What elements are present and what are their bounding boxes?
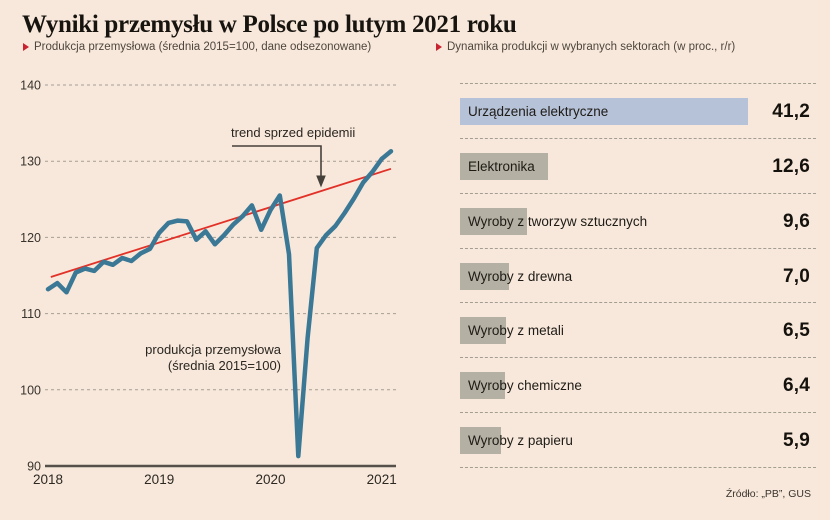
page-title: Wyniki przemysłu w Polsce po lutym 2021 … — [22, 11, 517, 38]
bar-row: Elektronika 12,6 — [460, 137, 816, 193]
left-chart-subtitle-label: Produkcja przemysłowa (średnia 2015=100,… — [34, 41, 372, 53]
y-tick-label: 130 — [20, 155, 41, 169]
x-tick-label: 2018 — [33, 472, 63, 487]
production-series-line — [45, 149, 394, 459]
bar — [460, 152, 549, 180]
bar-label: Wyroby z tworzyw sztucznych — [468, 213, 648, 229]
bar-row: Wyroby chemiczne 6,4 — [460, 357, 816, 412]
bar — [460, 207, 528, 235]
bar-value: 6,4 — [782, 375, 810, 397]
bar — [460, 317, 506, 345]
bar-value: 6,5 — [782, 320, 810, 342]
bar-value: 5,9 — [782, 430, 810, 452]
x-tick-label: 2021 — [367, 472, 397, 487]
bar — [460, 372, 505, 400]
bar-value: 9,6 — [782, 210, 810, 232]
bar-row: Wyroby z drewna 7,0 — [460, 247, 816, 303]
bar-value: 12,6 — [772, 155, 810, 177]
bar-row: Urządzenia elektryczne 41,2 — [460, 83, 816, 138]
bar — [460, 262, 509, 290]
bar-label: Elektronika — [468, 158, 535, 174]
bar-label: Wyroby z papieru — [468, 433, 573, 449]
bar — [460, 98, 749, 125]
series-label-line2: (średnia 2015=100) — [167, 357, 281, 373]
y-tick-label: 110 — [21, 307, 41, 321]
bar-label: Wyroby z metali — [468, 323, 564, 339]
bar-label: Wyroby chemiczne — [468, 378, 582, 394]
y-tick-label: 140 — [20, 79, 41, 93]
bar-row: Wyroby z tworzyw sztucznych 9,6 — [460, 192, 816, 248]
bar-value: 41,2 — [772, 101, 810, 122]
bar-value: 7,0 — [782, 265, 810, 287]
bullet-triangle-icon — [436, 43, 442, 51]
x-tick-label: 2019 — [144, 472, 174, 487]
left-chart-subtitle: Produkcja przemysłowa (średnia 2015=100,… — [23, 40, 371, 54]
x-tick-label: 2020 — [255, 472, 285, 487]
y-tick-label: 120 — [20, 231, 41, 245]
right-chart-subtitle: Dynamika produkcji w wybranych sektorach… — [436, 40, 735, 54]
bar-row: Wyroby z metali 6,5 — [460, 302, 816, 357]
source-note: Źródło: „PB”, GUS — [725, 488, 811, 500]
bar-label: Urządzenia elektryczne — [468, 104, 609, 119]
bar-label: Wyroby z drewna — [468, 268, 573, 284]
bullet-triangle-icon — [23, 43, 29, 51]
trend-annotation-label: trend sprzed epidemii — [231, 125, 356, 140]
series-label-line1: produkcja przemysłowa — [145, 342, 281, 357]
right-chart-subtitle-label: Dynamika produkcji w wybranych sektorach… — [447, 41, 736, 53]
y-tick-label: 90 — [27, 460, 41, 474]
production-line-chart: 140 130 120 110 100 90 2018 2019 2020 2021 trend … — [0, 70, 450, 500]
sector-bar-chart: Urządzenia elektryczne 41,2 Elektronika … — [460, 83, 816, 468]
bar — [460, 427, 502, 455]
annotation-connector — [232, 145, 322, 176]
bar-row: Wyroby z papieru 5,9 — [460, 412, 816, 467]
y-tick-label: 100 — [20, 383, 41, 397]
trend-line — [50, 167, 392, 278]
annotation-arrow-icon — [316, 175, 326, 188]
series-label: produkcja przemysłowa (średnia 2015=100) — [111, 342, 281, 373]
